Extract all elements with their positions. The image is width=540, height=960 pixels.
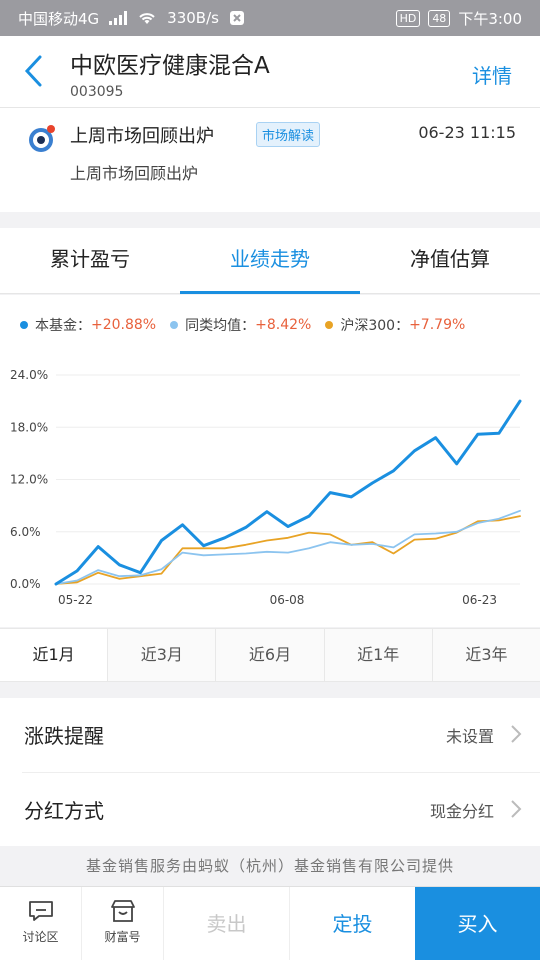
discuss-button[interactable]: 讨论区 [0,887,82,960]
hd-badge: HD [395,9,421,27]
notification-icon [229,11,244,25]
bottom-action-bar: 讨论区 财富号 卖出 定投 买入 [0,886,540,960]
y-tick-label: 6.0% [10,525,41,539]
legend-value-peer: +8.42% [255,317,312,333]
x-tick-label: 06-23 [462,593,497,607]
news-subtitle: 上周市场回顾出炉 [70,164,199,183]
news-tag: 市场解读 [256,122,321,147]
fund-header: 中欧医疗健康混合A 003095 详情 [0,36,540,108]
chart-tabs: 累计盈亏 业绩走势 净值估算 [0,228,540,294]
battery-icon: 48 [428,9,451,27]
price-alert-row[interactable]: 涨跌提醒 未设置 [0,698,540,772]
legend-name-peer: 同类均值： [185,318,256,334]
legend-value-fund: +20.88% [91,317,157,333]
fund-title: 中欧医疗健康混合A [70,53,270,79]
period-selector: 近1月 近3月 近6月 近1年 近3年 [0,628,540,682]
performance-chart: 24.0% 18.0% 12.0% 6.0% 0.0% 05-22 06-08 06-23 本… [0,295,540,627]
series-line-csi300 [55,515,521,585]
settings-list: 涨跌提醒 未设置 分红方式 现金分红 [0,698,540,846]
tab-nav-estimate[interactable]: 净值估算 [410,247,490,271]
y-tick-label: 18.0% [10,420,48,434]
chevron-right-icon [511,800,522,818]
wifi-icon [139,13,155,24]
chart-svg: 24.0% 18.0% 12.0% 6.0% 0.0% 05-22 06-08 06-23 [10,368,522,607]
sell-button[interactable]: 卖出 [164,887,290,960]
series-line-fund [54,399,522,586]
y-tick-label: 24.0% [10,368,48,382]
dividend-row[interactable]: 分红方式 现金分红 [22,772,540,846]
legend-name-fund: 本基金： [35,318,91,334]
x-tick-label: 06-08 [270,593,305,607]
price-alert-value: 未设置 [445,727,494,746]
legend-value-csi300: +7.79% [409,317,466,333]
news-time: 06-23 11:15 [418,123,516,142]
dividend-value: 现金分红 [429,802,494,821]
back-icon[interactable] [22,54,44,88]
tab-cumulative-pnl[interactable]: 累计盈亏 [50,247,130,271]
dividend-label: 分红方式 [24,799,104,823]
fund-code: 003095 [70,84,124,100]
discuss-label: 讨论区 [22,930,59,944]
signal-icon [109,11,128,25]
tab-performance[interactable]: 业绩走势 [180,228,360,294]
period-1y[interactable]: 近1年 [323,629,432,681]
legend-dot-peer [170,321,179,329]
shop-icon [110,900,135,922]
legend-dot-csi300 [325,321,334,329]
status-time: 下午3:00 [458,9,522,28]
provider-notice: 基金销售服务由蚂蚁（杭州）基金销售有限公司提供 [0,846,540,886]
price-alert-label: 涨跌提醒 [24,724,104,748]
legend-name-csi300: 沪深300： [340,318,410,334]
period-3m[interactable]: 近3月 [107,629,215,681]
period-6m[interactable]: 近6月 [215,629,323,681]
news-item[interactable]: 上周市场回顾出炉 市场解读 06-23 11:15 上周市场回顾出炉 [0,108,540,212]
detail-link[interactable]: 详情 [472,64,512,88]
robot-avatar-icon [29,125,55,152]
network-speed: 330B/s [167,9,219,27]
chevron-right-icon [511,725,522,743]
y-tick-label: 0.0% [10,577,41,591]
x-tick-label: 05-22 [58,593,93,607]
legend-item-peer: 同类均值： +8.42% [170,315,311,335]
y-tick-label: 12.0% [10,473,48,487]
status-bar: 中国移动4G 330B/s HD 48 下午3:00 [0,0,540,36]
wealth-button[interactable]: 财富号 [82,887,164,960]
legend-dot-fund [20,321,28,329]
news-title: 上周市场回顾出炉 [70,126,214,147]
buy-button[interactable]: 买入 [415,887,540,960]
chart-legend: 本基金： +20.88% 同类均值： +8.42% 沪深300： +7.79% [20,315,465,335]
wealth-label: 财富号 [104,930,141,944]
carrier-text: 中国移动4G [18,9,100,28]
fixed-invest-button[interactable]: 定投 [332,912,373,936]
period-1m[interactable]: 近1月 [0,629,108,681]
period-3y[interactable]: 近3年 [431,629,540,681]
legend-item-csi300: 沪深300： +7.79% [325,315,465,335]
legend-item-fund: 本基金： +20.88% [20,315,156,335]
series-line-peer-average [55,509,521,585]
chat-icon [28,901,53,921]
